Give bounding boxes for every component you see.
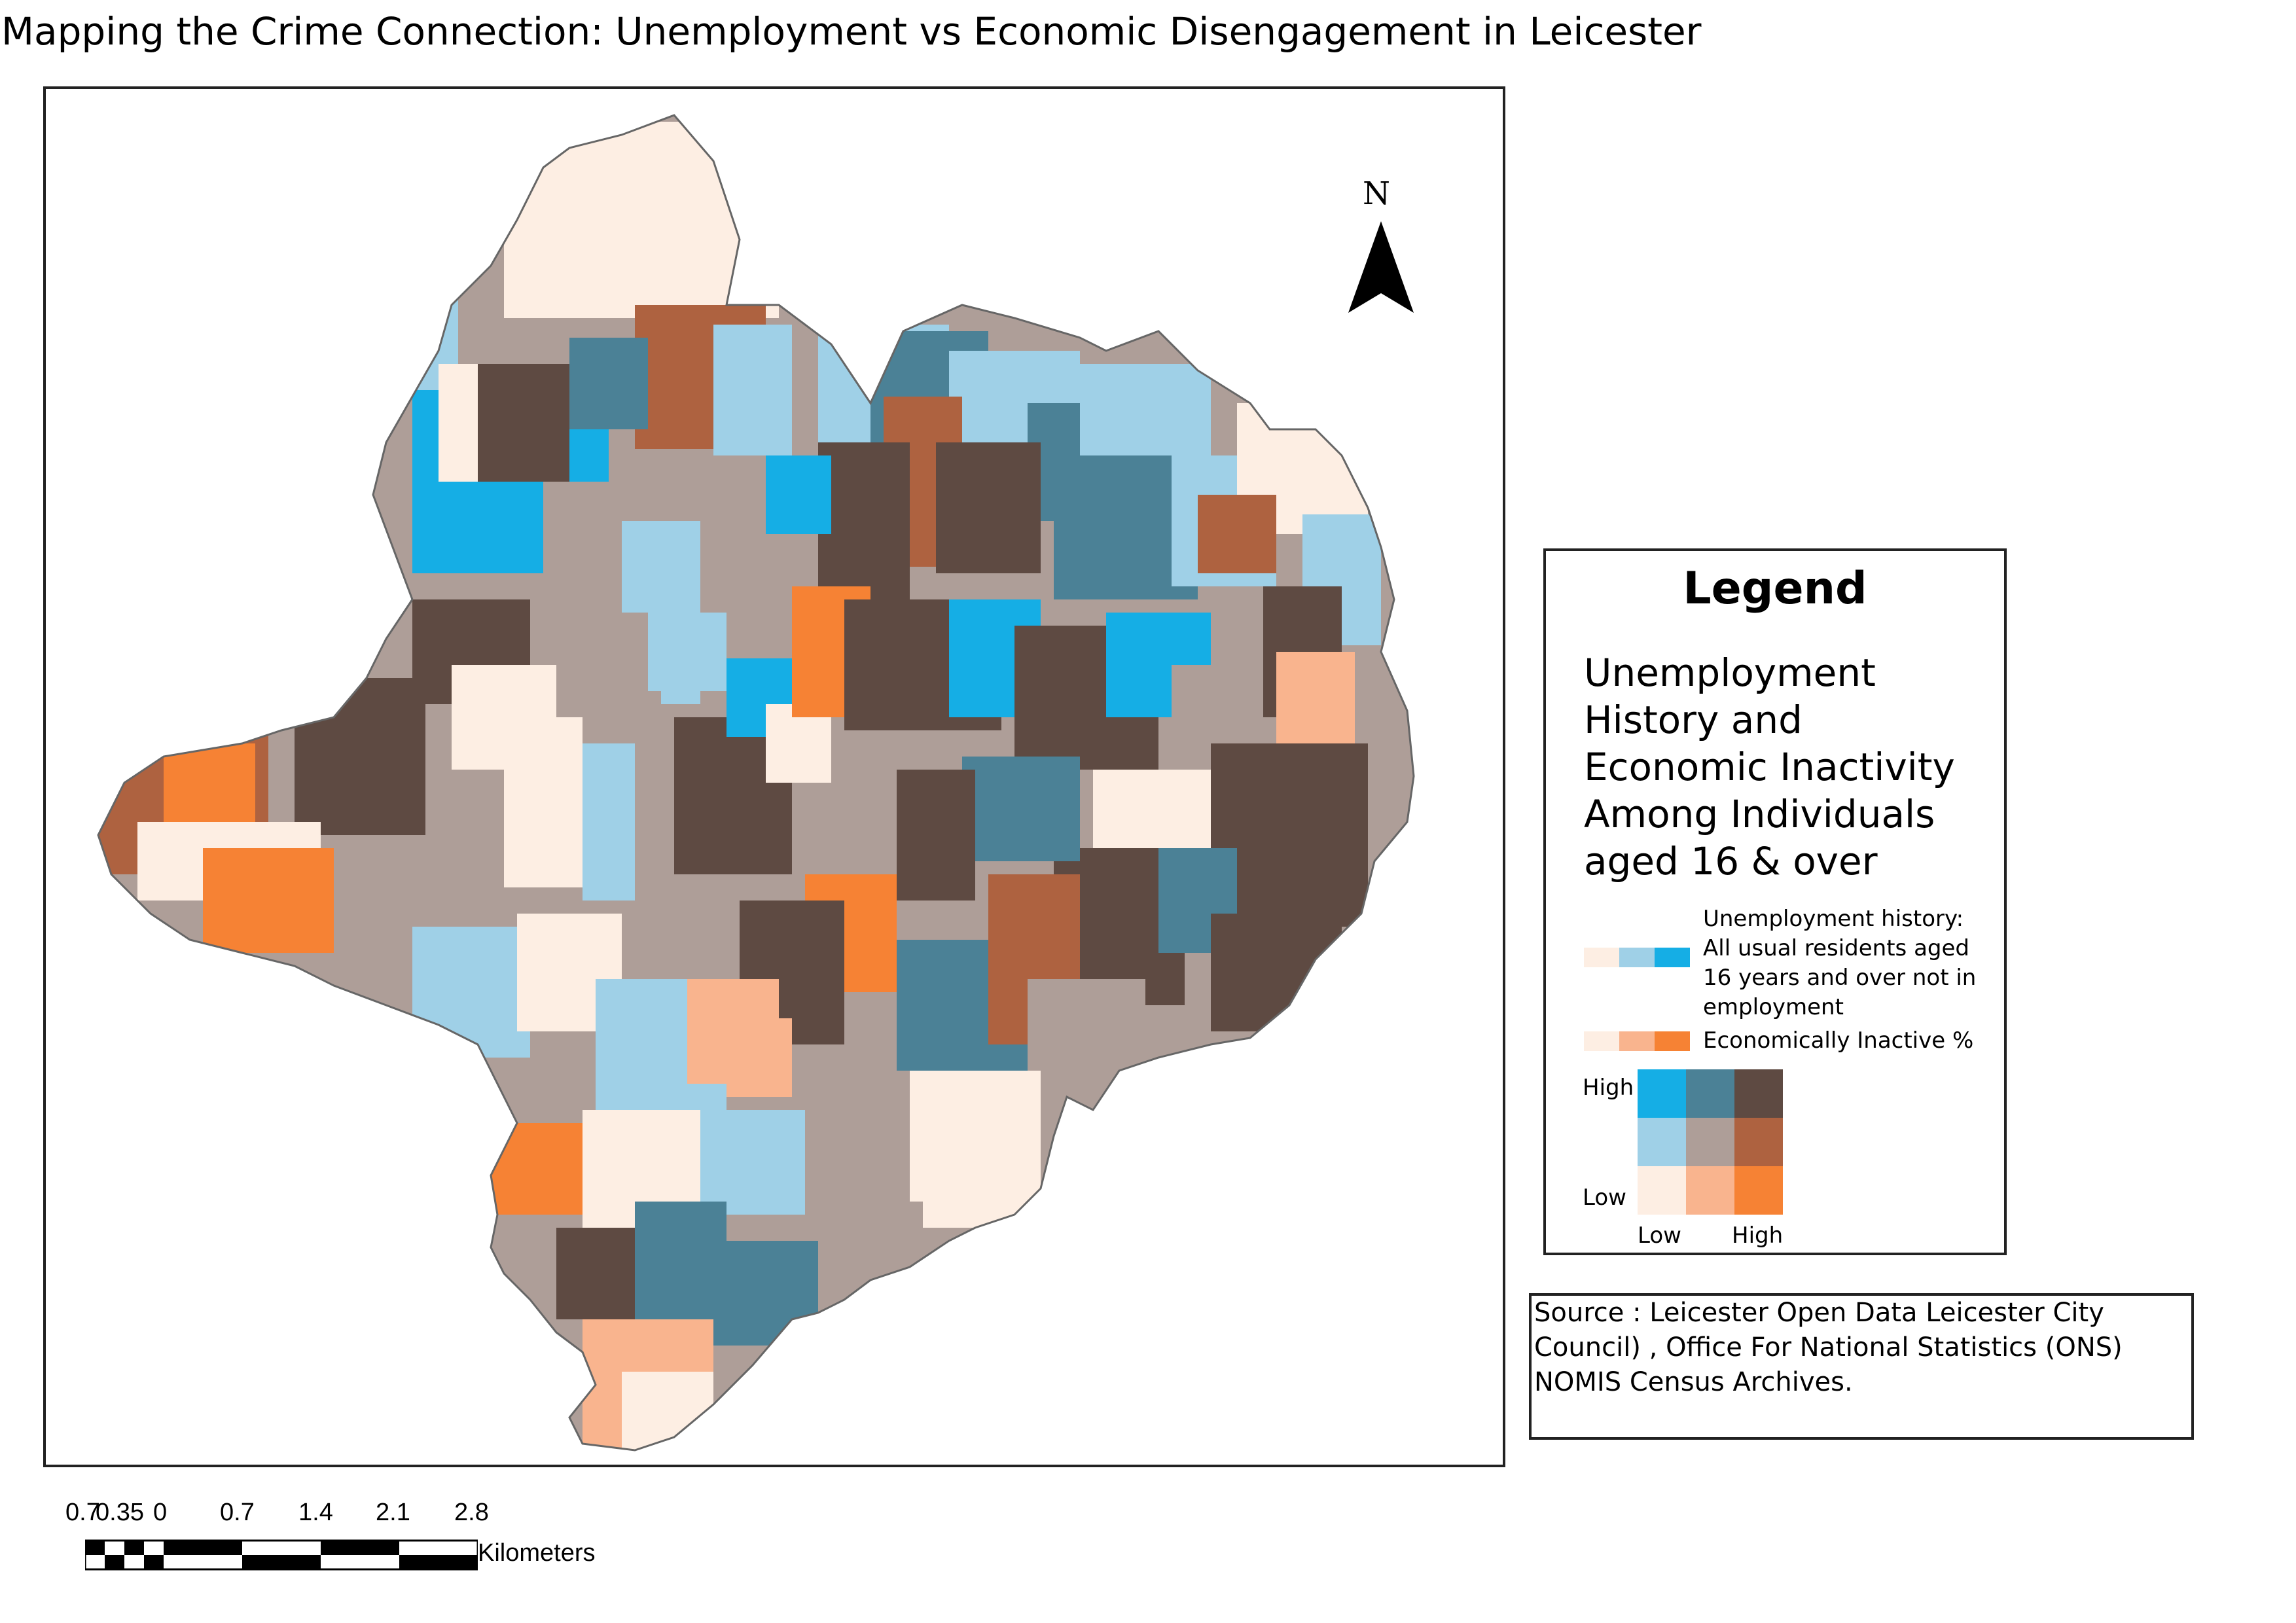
unemployment-swatch-high <box>1655 948 1690 967</box>
bivariate-cell <box>1734 1069 1783 1118</box>
census-areas[interactable] <box>46 89 1503 1465</box>
city-boundary <box>97 114 1415 1452</box>
scale-bar: 0.7 0.35 0 0.7 1.4 2.1 2.8 Kilometers <box>65 1499 655 1597</box>
unemployment-swatches <box>1584 948 1690 967</box>
unemployment-swatch-low <box>1584 948 1619 967</box>
bivariate-cell <box>1686 1069 1734 1118</box>
bivariate-cell <box>1686 1118 1734 1166</box>
scale-tick-label: 2.1 <box>376 1499 410 1526</box>
scale-tick-label: 0.7 <box>65 1499 100 1526</box>
legend-x-high: High <box>1732 1222 1784 1249</box>
source-text: Source : Leicester Open Data Leicester C… <box>1534 1298 2123 1397</box>
north-label: N <box>1363 175 1390 212</box>
legend-title: Legend <box>1683 563 1867 615</box>
scale-tick-label: 1.4 <box>298 1499 333 1526</box>
scale-tick-label: 0.7 <box>220 1499 255 1526</box>
bivariate-cell <box>1638 1118 1686 1166</box>
bivariate-cell <box>1638 1069 1686 1118</box>
map-title: Mapping the Crime Connection: Unemployme… <box>1 9 1702 54</box>
source-box: Source : Leicester Open Data Leicester C… <box>1529 1293 2194 1440</box>
north-arrow-icon <box>1348 221 1414 313</box>
inactive-label: Economically Inactive % <box>1703 1027 1974 1054</box>
scale-tick-label: 2.8 <box>454 1499 489 1526</box>
inactive-swatch-low <box>1584 1031 1619 1051</box>
unemployment-swatch-mid <box>1619 948 1655 967</box>
unemployment-label: Unemployment history: All usual resident… <box>1703 906 1977 1020</box>
bivariate-cell <box>1734 1118 1783 1166</box>
bivariate-cell <box>1638 1166 1686 1215</box>
inactive-swatch-high <box>1655 1031 1690 1051</box>
legend-x-low: Low <box>1638 1222 1681 1249</box>
legend-subtitle: Unemployment History and Economic Inacti… <box>1584 651 1955 883</box>
choropleth-map[interactable] <box>46 89 1503 1465</box>
legend: Legend Unemployment History and Economic… <box>1543 548 2007 1255</box>
scale-bar-graphic <box>85 1539 478 1571</box>
bivariate-grid <box>1638 1069 1784 1216</box>
inactive-swatches <box>1584 1031 1690 1051</box>
scale-tick-label: 0.35 <box>96 1499 144 1526</box>
map-frame[interactable] <box>43 86 1505 1467</box>
bivariate-cell <box>1734 1166 1783 1215</box>
scale-tick-label: 0 <box>153 1499 168 1526</box>
scale-units: Kilometers <box>478 1539 596 1567</box>
inactive-swatch-mid <box>1619 1031 1655 1051</box>
legend-axis-high: High <box>1583 1075 1634 1101</box>
bivariate-cell <box>1686 1166 1734 1215</box>
legend-axis-low: Low <box>1583 1185 1626 1211</box>
